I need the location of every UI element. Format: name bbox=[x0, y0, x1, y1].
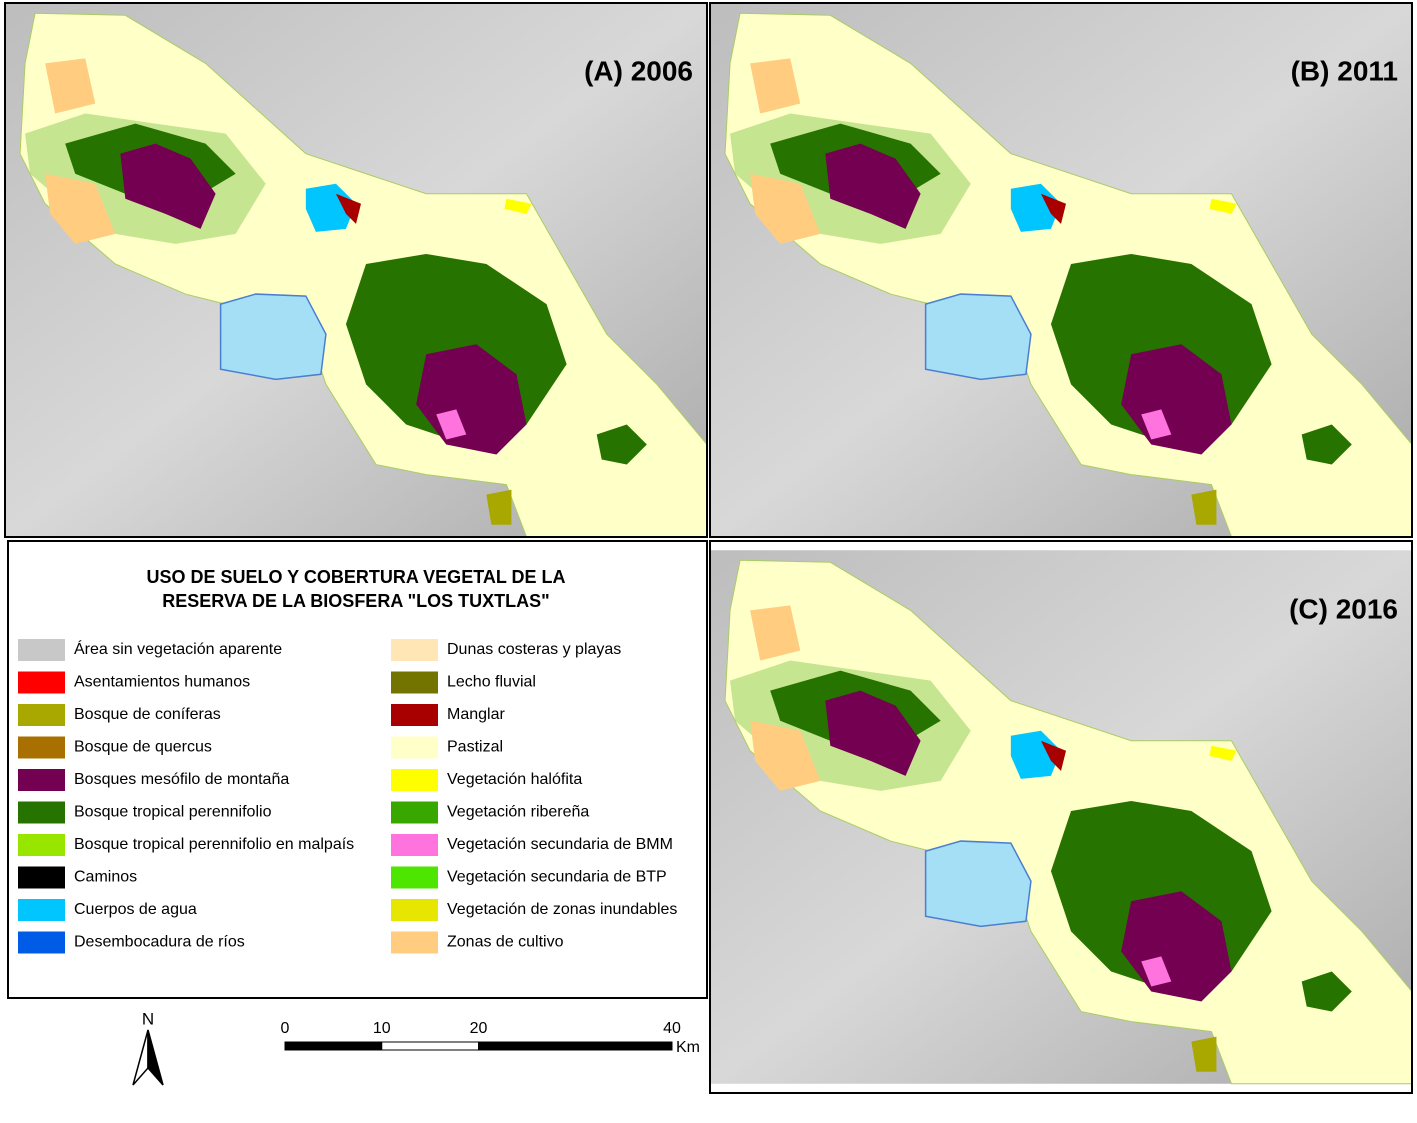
scale-segment bbox=[478, 1041, 673, 1051]
legend-label: Bosques mesófilo de montaña bbox=[74, 771, 289, 788]
legend-swatch bbox=[391, 931, 438, 954]
north-arrow: N bbox=[132, 1009, 164, 1086]
legend-label: Bosque tropical perennifolio bbox=[74, 804, 272, 821]
legend-label: Bosque de quercus bbox=[74, 739, 212, 756]
legend-label: Dunas costeras y playas bbox=[447, 641, 621, 658]
legend-label: Pastizal bbox=[447, 739, 503, 756]
panel-frame bbox=[709, 540, 1413, 1094]
legend-swatch bbox=[391, 639, 438, 661]
legend-label: Cuerpos de agua bbox=[74, 901, 197, 918]
legend-swatch bbox=[18, 931, 65, 954]
scale-segment bbox=[381, 1041, 479, 1051]
map bbox=[710, 549, 1412, 1085]
legend-label: Vegetación secundaria de BMM bbox=[447, 836, 673, 853]
legend-swatch bbox=[18, 899, 65, 921]
legend-swatch bbox=[18, 769, 65, 791]
legend-swatch bbox=[391, 704, 438, 726]
legend-swatch bbox=[391, 769, 438, 791]
legend-swatch bbox=[18, 866, 65, 889]
map-panels: (A) 2006 (B) 2011 (C) 2016 bbox=[4, 2, 1413, 1094]
legend-label: Caminos bbox=[74, 869, 137, 886]
legend-swatch bbox=[391, 834, 438, 856]
legend-swatch bbox=[18, 801, 65, 824]
scale-segment bbox=[284, 1041, 383, 1051]
panel-label: (A) 2006 bbox=[584, 55, 693, 86]
legend-label: Bosque de coníferas bbox=[74, 706, 221, 723]
scale-tick-label: 20 bbox=[470, 1020, 488, 1037]
legend-label: Desembocadura de ríos bbox=[74, 934, 245, 951]
legend-label: Asentamientos humanos bbox=[74, 674, 250, 691]
legend-swatch bbox=[18, 639, 65, 661]
legend-swatch bbox=[391, 801, 438, 824]
legend-swatch bbox=[391, 899, 438, 921]
legend-label: Vegetación ribereña bbox=[447, 804, 589, 821]
scale-tick-label: 40 bbox=[663, 1020, 681, 1037]
legend-swatch bbox=[391, 671, 438, 694]
legend-label: Vegetación de zonas inundables bbox=[447, 901, 677, 918]
panel-label: (B) 2011 bbox=[1291, 55, 1398, 86]
scale-tick-label: 10 bbox=[373, 1020, 391, 1037]
legend-label: Vegetación halófita bbox=[447, 771, 582, 788]
legend-label: Área sin vegetación aparente bbox=[74, 639, 282, 658]
scale-bar: 0 10 20 40 Km bbox=[281, 1020, 700, 1056]
scale-unit: Km bbox=[676, 1039, 700, 1056]
legend: USO DE SUELO Y COBERTURA VEGETAL DE LA RE… bbox=[18, 567, 677, 954]
legend-label: Lecho fluvial bbox=[447, 674, 536, 691]
legend-swatch bbox=[391, 736, 438, 759]
legend-swatch bbox=[18, 736, 65, 759]
panel-frame bbox=[4, 2, 708, 538]
panel-frame bbox=[709, 2, 1413, 538]
legend-label: Bosque tropical perennifolio en malpaís bbox=[74, 836, 354, 853]
legend-label: Manglar bbox=[447, 706, 505, 723]
legend-swatch bbox=[18, 704, 65, 726]
legend-swatch bbox=[391, 866, 438, 889]
scale-tick-label: 0 bbox=[281, 1020, 290, 1037]
legend-label: Zonas de cultivo bbox=[447, 934, 564, 951]
north-label: N bbox=[142, 1009, 154, 1028]
legend-swatch bbox=[18, 834, 65, 856]
panel-label: (C) 2016 bbox=[1289, 593, 1398, 624]
legend-swatch bbox=[18, 671, 65, 694]
north-arrow-left bbox=[132, 1029, 149, 1086]
north-arrow-right bbox=[147, 1029, 164, 1086]
legend-title: USO DE SUELO Y COBERTURA VEGETAL DE LA bbox=[146, 567, 565, 587]
legend-title: RESERVA DE LA BIOSFERA "LOS TUXTLAS" bbox=[162, 591, 549, 611]
legend-label: Vegetación secundaria de BTP bbox=[447, 869, 667, 886]
legend-box bbox=[7, 540, 708, 999]
